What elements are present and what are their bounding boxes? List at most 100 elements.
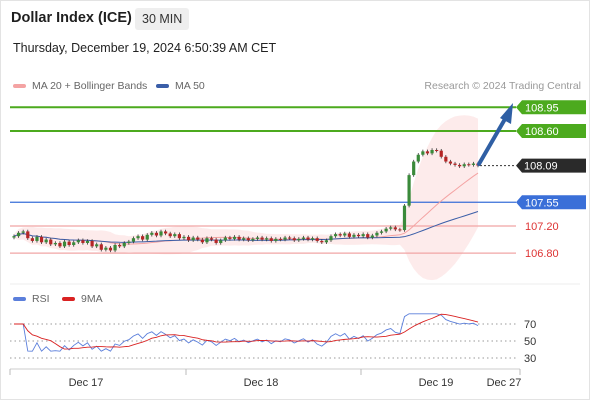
- candle-body: [306, 237, 310, 240]
- candle-body: [343, 233, 347, 236]
- candle-body: [315, 238, 319, 241]
- rsi-level-label: 50: [524, 336, 536, 348]
- candle-body: [150, 232, 154, 235]
- candle-body: [439, 150, 443, 157]
- candle-body: [67, 241, 71, 245]
- legend-ma20-label: MA 20 + Bollinger Bands: [32, 80, 148, 92]
- level-label-support: 107.20: [525, 221, 559, 233]
- datetime-label: Thursday, December 19, 2024 6:50:39 AM C…: [13, 41, 277, 55]
- candle-body: [182, 236, 186, 239]
- legend-rsi: RSI: [13, 293, 50, 305]
- candle-body: [108, 247, 113, 251]
- candle-body: [141, 236, 145, 240]
- credit-text: Research © 2024 Trading Central: [424, 80, 581, 92]
- candle-body: [196, 237, 200, 240]
- candle-body: [76, 240, 80, 243]
- x-axis-layer: Dec 17 Dec 18 Dec 19 Dec 27: [9, 369, 522, 389]
- candle-body: [311, 238, 315, 240]
- candle-body: [168, 233, 172, 237]
- candle-body: [458, 164, 462, 167]
- candle-body: [118, 245, 122, 247]
- candle-body: [58, 242, 62, 247]
- candle-body: [425, 151, 430, 154]
- candle-body: [407, 175, 411, 206]
- candle-body: [53, 242, 57, 245]
- candle-body: [81, 240, 85, 243]
- candle-body: [242, 238, 246, 240]
- candle-body: [159, 231, 163, 236]
- candles-layer: [12, 148, 480, 253]
- rsi-layer: 70 50 30: [10, 313, 536, 365]
- candle-body: [453, 163, 457, 165]
- candle-body: [356, 234, 361, 237]
- candle-body: [347, 233, 351, 237]
- candle-body: [260, 237, 264, 240]
- rsi-ma-line: [14, 313, 479, 350]
- candle-body: [205, 238, 209, 243]
- candle-body: [384, 228, 388, 232]
- candle-body: [462, 164, 466, 167]
- candle-body: [16, 232, 21, 237]
- bollinger-layer: [14, 115, 478, 281]
- candle-body: [375, 232, 379, 236]
- candle-body: [219, 240, 223, 243]
- candle-body: [421, 151, 425, 155]
- candle-body: [278, 238, 283, 240]
- candle-body: [90, 240, 94, 247]
- candle-body: [49, 239, 53, 245]
- candle-body: [416, 154, 420, 162]
- legend-9ma-label: 9MA: [81, 293, 103, 305]
- candle-body: [30, 238, 34, 241]
- candle-body: [324, 240, 328, 243]
- candle-body: [209, 238, 214, 240]
- candle-body: [471, 163, 476, 165]
- x-tick-label: Dec 17: [69, 377, 104, 389]
- level-label-resistance: 108.95: [525, 102, 559, 114]
- candle-body: [136, 236, 140, 239]
- timeframe-badge[interactable]: 30 MIN: [135, 8, 190, 30]
- candle-body: [122, 242, 126, 247]
- levels-layer: [10, 106, 516, 254]
- candle-body: [297, 238, 301, 241]
- ma-layer: [13, 172, 479, 245]
- candle-body: [223, 237, 227, 241]
- ma50-swatch-icon: [156, 84, 169, 89]
- candle-body: [131, 238, 136, 242]
- candle-body: [85, 240, 90, 243]
- candle-body: [200, 239, 204, 243]
- candle-body: [104, 247, 108, 250]
- rsi-swatch-icon: [13, 297, 26, 302]
- level-label-pivot: 107.55: [525, 197, 559, 209]
- candle-body: [274, 238, 278, 241]
- candle-body: [173, 234, 177, 237]
- x-tick-label: Dec 27: [487, 377, 522, 389]
- x-tick-label: Dec 18: [244, 377, 279, 389]
- candle-body: [352, 234, 356, 237]
- candle-body: [237, 236, 241, 240]
- candle-body: [435, 150, 439, 151]
- candle-body: [366, 234, 370, 238]
- legend-ma20: MA 20 + Bollinger Bands: [13, 80, 147, 92]
- candle-body: [251, 238, 255, 241]
- x-tick-label: Dec 19: [419, 377, 454, 389]
- level-tag-resistance: [516, 124, 586, 138]
- candle-body: [467, 164, 471, 166]
- candle-body: [191, 237, 195, 241]
- candle-body: [265, 238, 269, 240]
- legend-ma50: MA 50: [156, 80, 205, 92]
- legend-rsi-label: RSI: [32, 293, 50, 305]
- candle-body: [402, 205, 407, 231]
- candle-body: [255, 237, 260, 239]
- candle-body: [44, 239, 48, 243]
- candle-body: [113, 245, 117, 251]
- current-price-label: 108.09: [524, 161, 558, 173]
- candle-body: [292, 238, 296, 241]
- rsi-line: [14, 313, 479, 352]
- instrument-title: Dollar Index (ICE): [11, 10, 132, 26]
- candle-body: [370, 235, 374, 238]
- current-price-tag: [516, 158, 586, 173]
- candle-body: [186, 236, 191, 241]
- candle-body: [228, 237, 232, 239]
- rsi-level-label: 70: [524, 319, 536, 331]
